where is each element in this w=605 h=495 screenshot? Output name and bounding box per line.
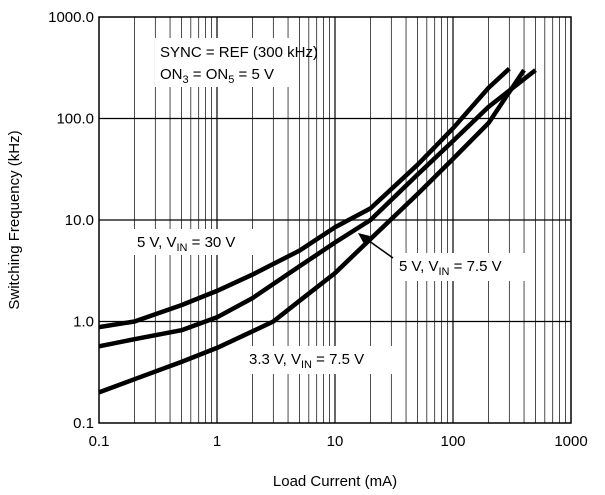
annotation-arrow-head (358, 233, 370, 244)
y-tick-label: 10.0 (65, 212, 94, 229)
series-label-3v3-7v5: 3.3 V, VIN = 7.5 V (249, 351, 364, 371)
y-axis-title: Switching Frequency (kHz) (6, 130, 23, 309)
y-tick-label: 1.0 (73, 314, 94, 331)
annotation-box-33v (245, 346, 401, 374)
series-label-5v-7v5: 5 V, VIN = 7.5 V (399, 258, 502, 278)
annotation-box-30v (133, 229, 254, 255)
series-layer (98, 66, 537, 395)
on-annotation: ON3 = ON5 = 5 V (160, 66, 274, 86)
tick-labels: 0.1 1 10 100 1000 0.1 1.0 10.0 100.0 1000.0 (48, 9, 588, 450)
y-tick-label: 1000.0 (48, 9, 94, 26)
annotation-box-sync (155, 38, 297, 87)
sync-annotation: SYNC = REF (300 kHz) (160, 44, 318, 61)
x-tick-label: 0.1 (89, 433, 110, 450)
x-tick-label: 1000 (554, 433, 587, 450)
y-tick-label: 100.0 (56, 111, 94, 128)
plot-frame (98, 16, 572, 424)
x-tick-label: 1 (213, 433, 221, 450)
series-line-2 (98, 68, 537, 349)
y-tick-label: 0.1 (73, 415, 94, 432)
annotation-arrow-line (364, 237, 394, 259)
series-line-3 (98, 68, 526, 395)
annotation-box-75v (395, 253, 532, 281)
series-line-1 (98, 66, 511, 330)
x-tick-label: 100 (440, 433, 465, 450)
x-tick-label: 10 (327, 433, 344, 450)
x-axis-title: Load Current (mA) (273, 473, 397, 490)
series-label-5v-30v: 5 V, VIN = 30 V (137, 234, 235, 254)
